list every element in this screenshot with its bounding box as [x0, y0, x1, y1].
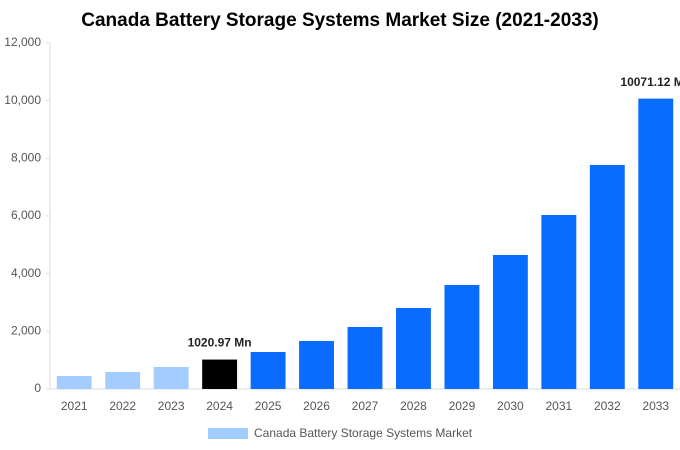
value-label: 1020.97 Mn [188, 336, 252, 350]
chart-title: Canada Battery Storage Systems Market Si… [81, 10, 598, 31]
x-tick-label: 2032 [594, 399, 621, 413]
value-label: 10071.12 Mn [620, 75, 680, 89]
y-tick-label: 10,000 [4, 93, 41, 107]
x-tick-label: 2024 [206, 399, 233, 413]
x-tick-label: 2023 [158, 399, 185, 413]
x-tick-label: 2030 [497, 399, 524, 413]
x-tick-label: 2027 [352, 399, 379, 413]
bar [250, 352, 286, 389]
bar [492, 254, 528, 389]
y-tick-label: 8,000 [11, 151, 41, 165]
x-tick-label: 2028 [400, 399, 427, 413]
x-tick-label: 2025 [255, 399, 282, 413]
x-tick-label: 2031 [545, 399, 572, 413]
bar [541, 214, 577, 389]
x-tick-label: 2021 [61, 399, 88, 413]
x-tick-label: 2033 [642, 399, 669, 413]
bar [589, 164, 625, 389]
bar [202, 359, 238, 389]
bar [153, 367, 189, 389]
x-tick-label: 2029 [449, 399, 476, 413]
y-tick-label: 6,000 [11, 208, 41, 222]
bar [56, 376, 92, 389]
bar [347, 327, 383, 389]
y-tick-label: 4,000 [11, 266, 41, 280]
y-tick-label: 12,000 [4, 35, 41, 49]
legend-swatch [208, 428, 248, 439]
bar [396, 307, 431, 389]
bar [638, 98, 674, 390]
x-tick-label: 2022 [109, 399, 136, 413]
y-tick-label: 2,000 [11, 324, 41, 338]
bar [299, 340, 334, 389]
x-tick-label: 2026 [303, 399, 330, 413]
bar [444, 284, 480, 389]
bar [105, 371, 141, 389]
legend-label: Canada Battery Storage Systems Market [254, 426, 473, 440]
y-tick-label: 0 [34, 381, 41, 395]
